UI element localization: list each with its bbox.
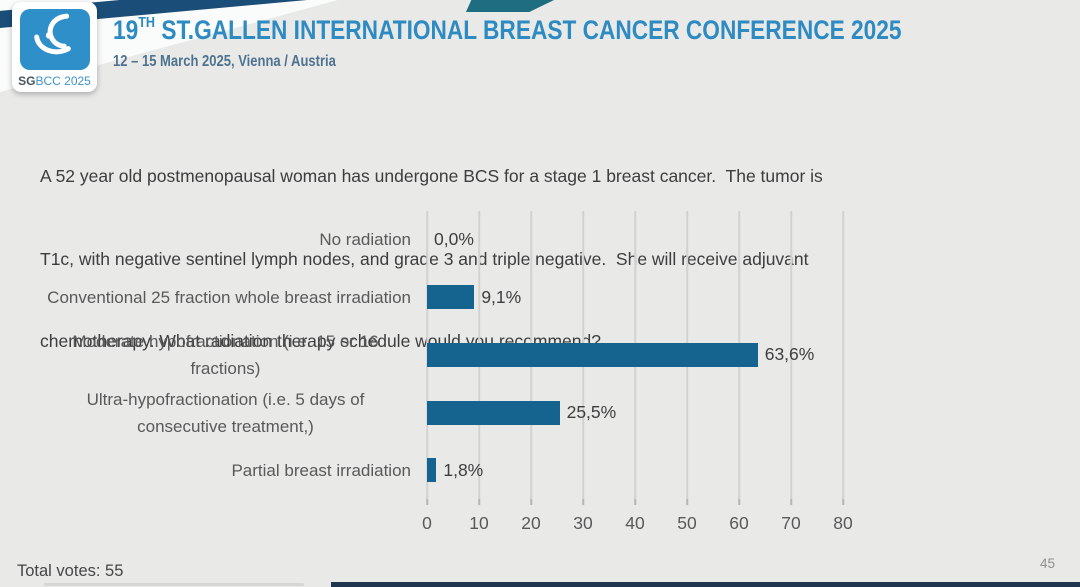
bar [427,400,560,425]
bar-track: 9,1% [427,269,843,327]
header-accent-shape [466,0,554,12]
chart-row: Partial breast irradiation 1,8% [40,441,843,499]
x-tick-label: 20 [521,513,541,533]
category-label: Ultra-hypofractionation (i.e. 5 days of … [40,386,427,440]
axis-tick [686,499,688,505]
header-title-block: 19TH ST.GALLEN INTERNATIONAL BREAST CANC… [113,14,902,71]
bar-track: 25,5% [427,384,843,442]
x-tick-label: 80 [833,513,853,533]
logo-text-rest: BCC 2025 [35,74,91,88]
axis-tick [634,499,636,505]
axis-tick [582,499,584,505]
breast-logo-icon [28,12,82,67]
chart-row: Conventional 25 fraction whole breast ir… [40,269,843,327]
category-label-text: Partial breast irradiation [231,460,411,480]
category-label: No radiation [40,226,427,253]
category-label: Conventional 25 fraction whole breast ir… [40,284,427,311]
category-label-text: Moderate hypofractionation (i.e. 15 or 1… [72,331,379,378]
bottom-accent-bar [331,582,1080,587]
value-label: 25,5% [566,402,617,423]
value-label: 1,8% [443,459,484,480]
axis-tick [842,499,844,505]
chart-row: Moderate hypofractionation (i.e. 15 or 1… [40,326,843,384]
category-label-text: Conventional 25 fraction whole breast ir… [47,287,411,307]
category-label: Moderate hypofractionation (i.e. 15 or 1… [40,328,427,382]
title-prefix: 19 [113,15,139,45]
value-label: 0,0% [434,229,474,250]
bar-track: 63,6% [427,326,843,384]
total-votes: Total votes: 55 [17,562,124,580]
bar [427,342,758,367]
axis-tick [738,499,740,505]
logo-text: SGBCC 2025 [18,74,91,88]
category-label-text: No radiation [319,230,411,250]
value-label: 63,6% [764,344,815,365]
bar-track: 0,0% [427,211,843,269]
chart-row: Ultra-hypofractionation (i.e. 5 days of … [40,384,843,442]
title-rest: ST.GALLEN INTERNATIONAL BREAST CANCER CO… [155,15,902,45]
axis-tick [426,499,428,505]
chart-rows: No radiation 0,0% Conventional 25 fraction… [40,211,843,499]
x-axis-labels: 0 10 20 30 40 50 60 70 80 [422,513,853,539]
gridline [790,211,792,499]
x-tick-label: 0 [422,513,432,533]
x-tick-label: 60 [729,513,749,533]
page-number: 45 [1039,556,1055,571]
x-tick-label: 70 [781,513,801,533]
poll-question-line: A 52 year old postmenopausal woman has u… [40,166,823,186]
conference-dates: 12 – 15 March 2025, Vienna / Austria [113,53,336,70]
gridline [842,211,844,499]
results-bar-chart: No radiation 0,0% Conventional 25 fraction… [40,211,853,546]
title-superscript: TH [138,14,156,31]
value-label: 9,1% [481,286,522,307]
conference-title: 19TH ST.GALLEN INTERNATIONAL BREAST CANC… [113,14,902,46]
poll-question: A 52 year old postmenopausal woman has u… [40,108,1056,411]
bar [427,285,475,310]
category-label-text: Ultra-hypofractionation (i.e. 5 days of … [86,389,365,436]
x-tick-label: 50 [677,513,697,533]
logo-badge [19,9,90,70]
axis-tick [790,499,792,505]
x-tick-label: 30 [573,513,593,533]
conference-logo: SGBCC 2025 [12,2,97,92]
chart-row: No radiation 0,0% [40,211,843,269]
bar-track: 1,8% [427,441,843,499]
logo-text-sg: SG [18,74,36,88]
x-tick-label: 40 [625,513,645,533]
axis-tick [530,499,532,505]
total-votes-underline [44,583,304,586]
axis-tick [478,499,480,505]
poll-question-line: T1c, with negative sentinel lymph nodes,… [40,248,809,269]
x-tick-label: 10 [469,513,489,533]
bar [427,458,437,483]
category-label: Partial breast irradiation [40,457,427,484]
